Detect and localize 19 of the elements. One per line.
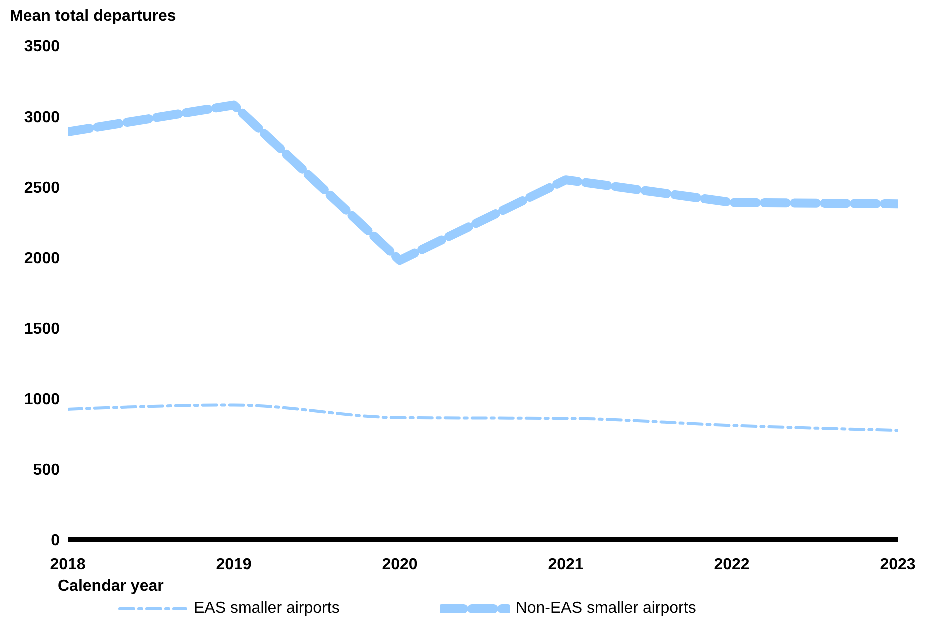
x-tick-label: 2023: [880, 556, 916, 574]
y-tick-label: 0: [51, 532, 60, 550]
x-tick-label: 2022: [714, 556, 750, 574]
x-tick-label: 2019: [216, 556, 252, 574]
x-axis-title: Calendar year: [58, 578, 164, 596]
legend-label: Non-EAS smaller airports: [516, 600, 696, 618]
legend-label: EAS smaller airports: [194, 600, 340, 618]
y-tick-label: 2500: [24, 180, 60, 197]
y-tick-label: 2000: [24, 250, 60, 268]
y-tick-label: 500: [33, 462, 60, 480]
line-series: [68, 404, 898, 432]
y-tick-label: 3500: [24, 38, 60, 56]
y-tick-label: 3000: [24, 109, 60, 126]
x-tick-label: 2020: [382, 556, 418, 574]
x-tick-label: 2018: [50, 556, 86, 574]
y-tick-label: 1500: [24, 320, 60, 338]
y-axis-title: Mean total departures: [10, 8, 176, 26]
y-tick-label: 1000: [24, 392, 60, 409]
x-tick-label: 2021: [548, 556, 584, 574]
